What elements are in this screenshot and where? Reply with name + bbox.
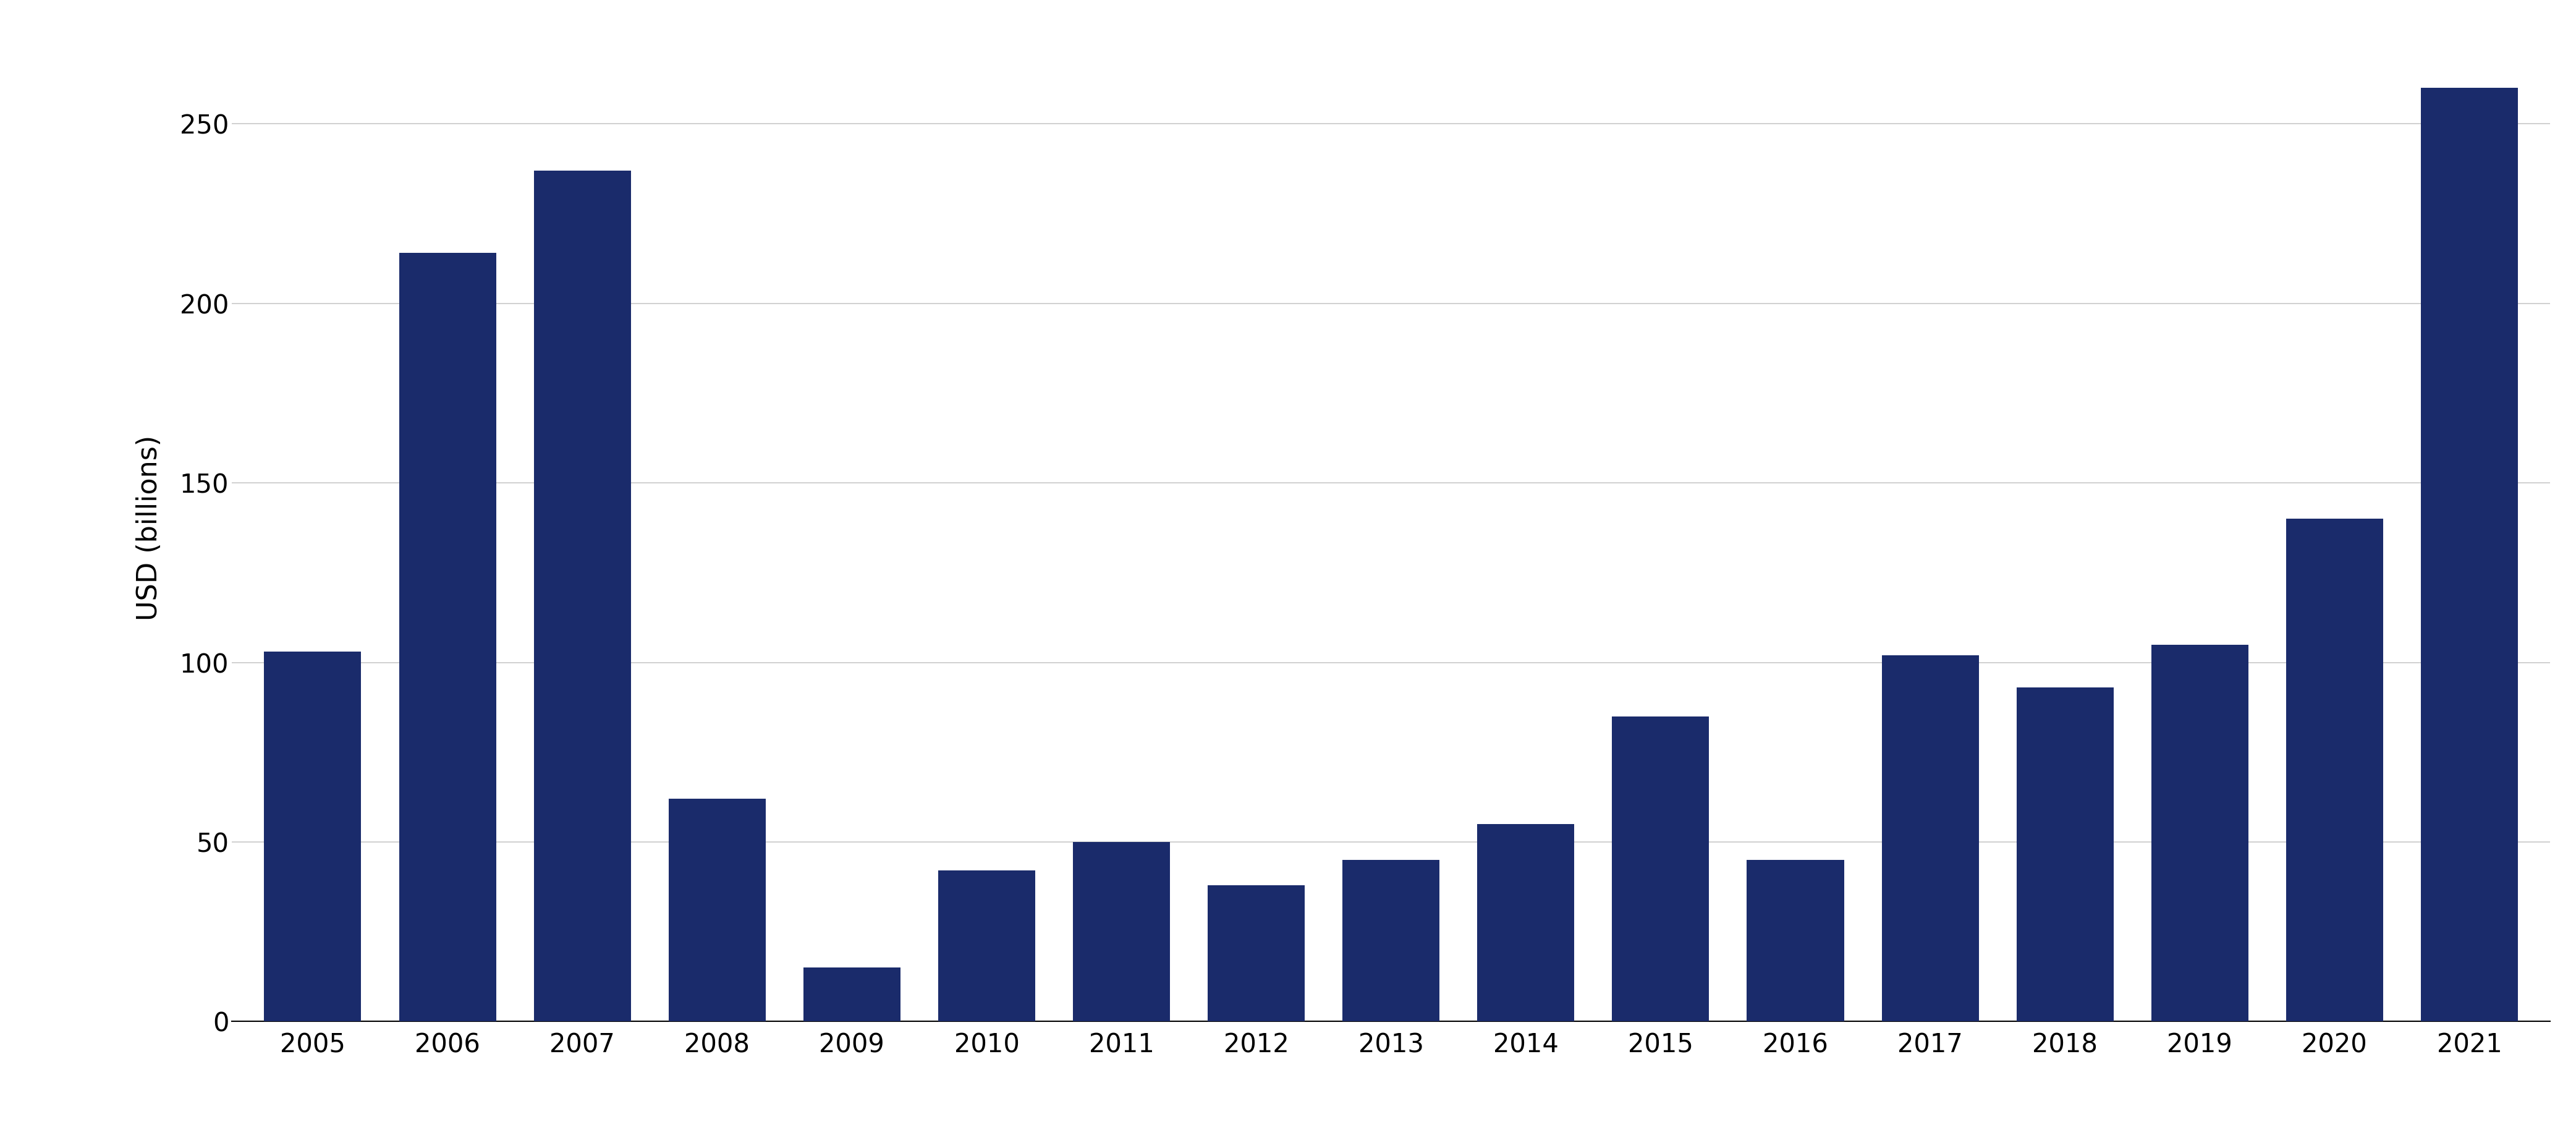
Bar [1476, 824, 1574, 1022]
Y-axis label: USD (billions): USD (billions) [137, 435, 162, 621]
Bar [2285, 519, 2383, 1022]
Bar [1074, 842, 1170, 1022]
Bar [265, 651, 361, 1022]
Bar [804, 968, 902, 1022]
Bar [399, 253, 497, 1022]
Bar [1342, 860, 1440, 1022]
Bar [2017, 688, 2112, 1022]
Bar [2151, 645, 2249, 1022]
Bar [670, 799, 765, 1022]
Bar [533, 170, 631, 1022]
Bar [1880, 655, 1978, 1022]
Bar [1613, 716, 1708, 1022]
Bar [1208, 885, 1306, 1022]
Bar [1747, 860, 1844, 1022]
Bar [938, 871, 1036, 1022]
Bar [2421, 87, 2517, 1022]
